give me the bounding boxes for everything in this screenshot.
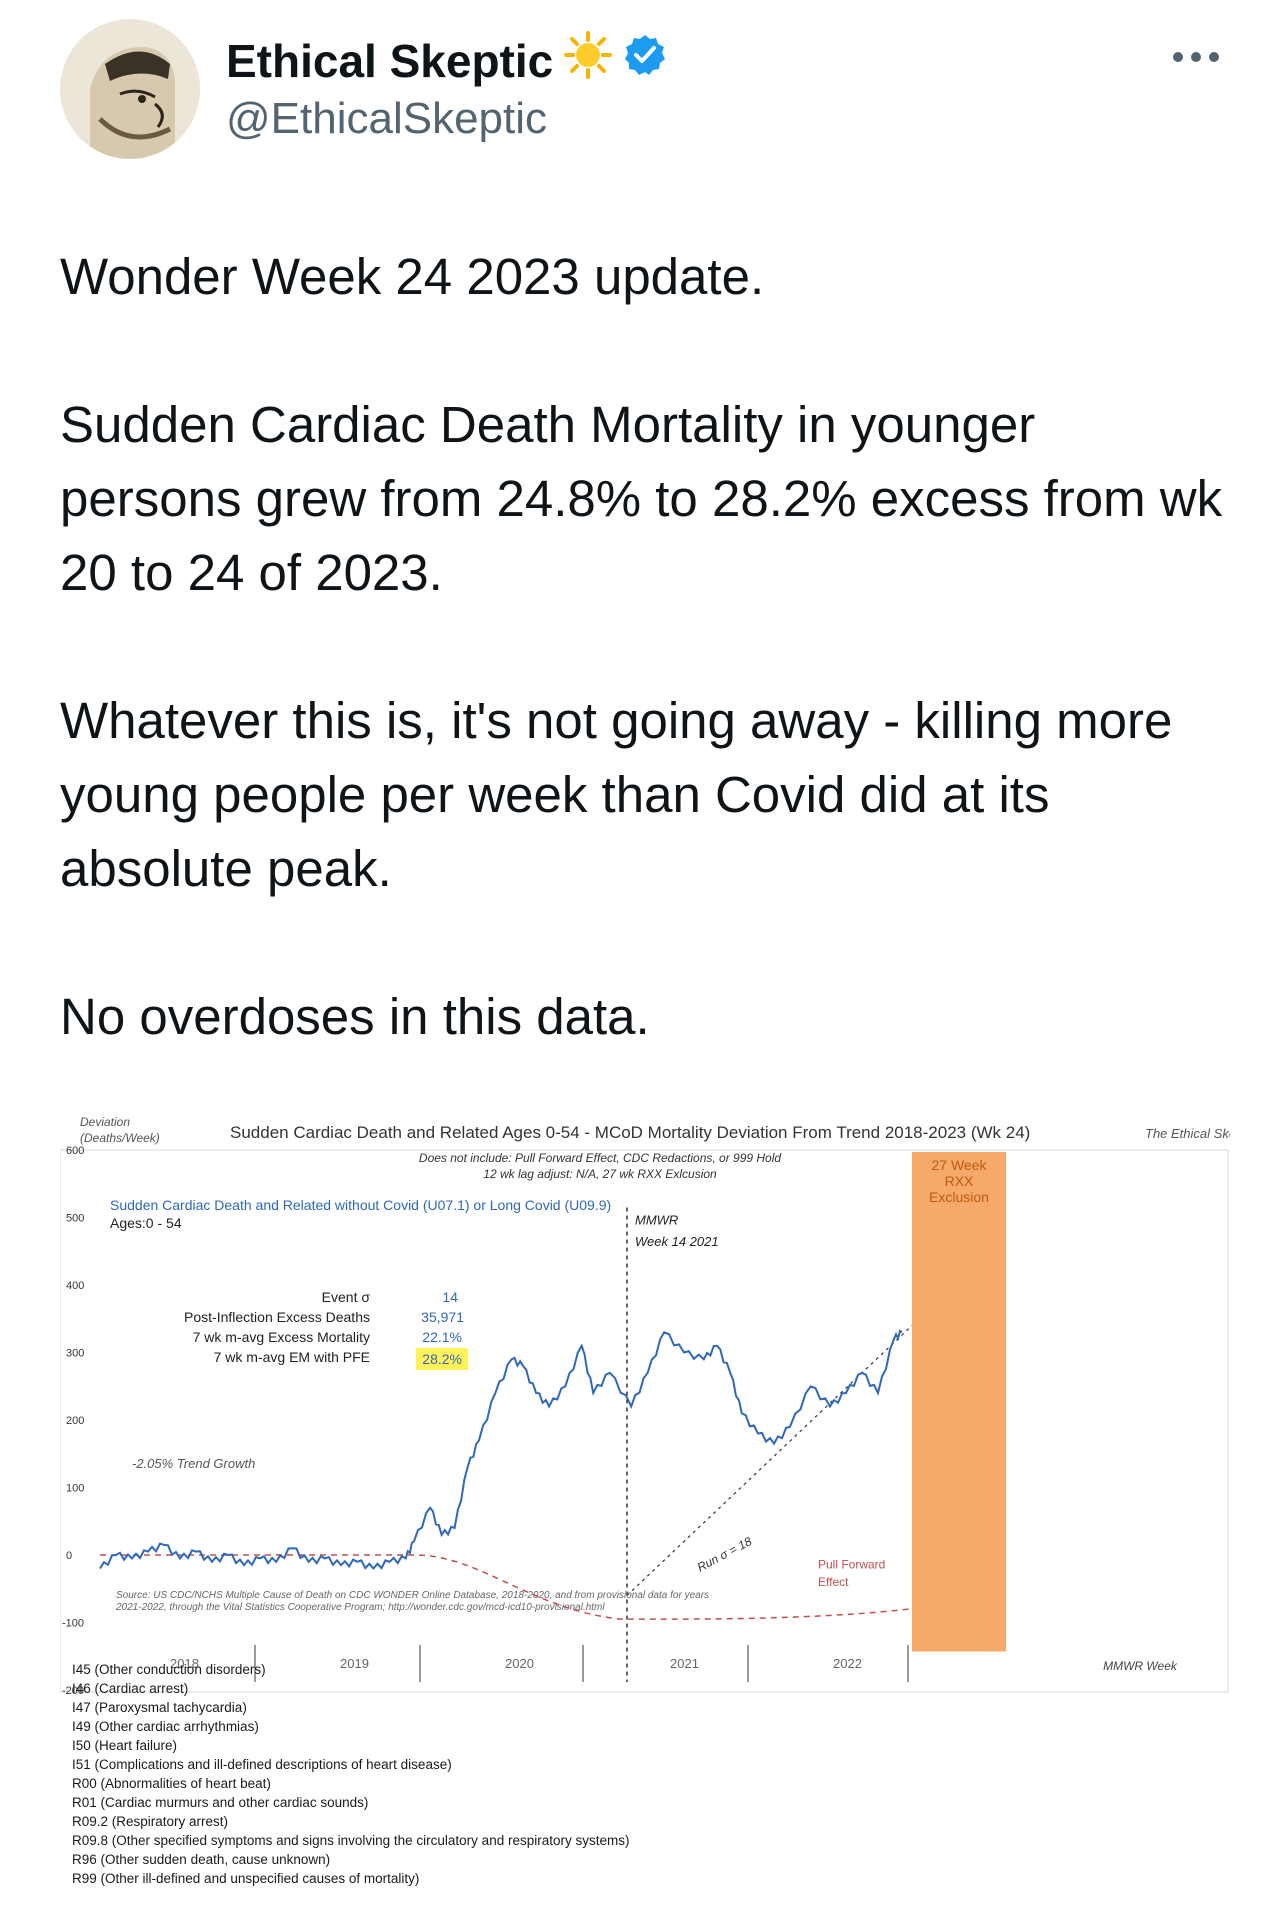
pull-forward-label-2: Effect	[818, 1575, 849, 1589]
stat-value: 14	[442, 1289, 458, 1305]
stat-value: 35,971	[421, 1309, 464, 1325]
tweet-paragraph: Whatever this is, it's not going away - …	[60, 692, 1173, 897]
y-tick-label: 500	[66, 1213, 84, 1225]
tweet-paragraph: Wonder Week 24 2023 update.	[60, 248, 765, 305]
stat-highlight	[416, 1348, 468, 1370]
icd-code-item: R09.8 (Other specified symptoms and sign…	[72, 1833, 630, 1848]
trend-growth-label: -2.05% Trend Growth	[132, 1456, 255, 1471]
exclusion-label-3: Exclusion	[929, 1189, 989, 1205]
y-axis-label-2: (Deaths/Week)	[80, 1131, 160, 1145]
icd-code-item: I49 (Other cardiac arrhythmias)	[72, 1719, 259, 1734]
icd-code-item: R09.2 (Respiratory arrest)	[72, 1814, 229, 1829]
exclusion-label-1: 27 Week	[932, 1157, 988, 1173]
display-name[interactable]: Ethical Skeptic	[226, 34, 554, 87]
stat-label: Event σ	[322, 1289, 371, 1305]
icd-code-item: R00 (Abnormalities of heart beat)	[72, 1776, 271, 1791]
tweet-text: Wonder Week 24 2023 update. Sudden Cardi…	[60, 240, 1230, 1128]
icd-code-list: I45 (Other conduction disorders) I46 (Ca…	[72, 1660, 629, 1888]
y-tick-label: 400	[66, 1280, 84, 1292]
chart-image[interactable]: Deviation (Deaths/Week) Sudden Cardiac D…	[59, 1110, 1257, 1900]
avatar[interactable]	[60, 19, 200, 159]
avatar-image	[60, 19, 200, 159]
stat-label: 7 wk m-avg EM with PFE	[214, 1349, 370, 1365]
series-label: Sudden Cardiac Death and Related without…	[110, 1197, 611, 1213]
stat-value: 28.2%	[422, 1351, 462, 1367]
brand-logo-text: The Ethical Skeptic	[1145, 1126, 1230, 1141]
icd-code-item: I45 (Other conduction disorders)	[72, 1662, 266, 1677]
tweet-paragraph: Sudden Cardiac Death Mortality in younge…	[60, 396, 1223, 601]
user-handle[interactable]: @EthicalSkeptic	[226, 94, 548, 143]
ages-label: Ages:0 - 54	[110, 1215, 182, 1231]
tweet-paragraph: No overdoses in this data.	[60, 988, 650, 1045]
sun-emoji-icon	[563, 30, 613, 91]
icd-code-item: R01 (Cardiac murmurs and other cardiac s…	[72, 1795, 369, 1810]
run-sigma-line	[626, 1325, 913, 1596]
x-year-label: 2021	[670, 1656, 699, 1671]
y-tick-label: -100	[62, 1618, 84, 1630]
mmwr-marker-label-1: MMWR	[635, 1212, 678, 1227]
x-year-label: 2020	[505, 1656, 534, 1671]
icd-code-item: R99 (Other ill-defined and unspecified c…	[72, 1871, 420, 1886]
stat-label: 7 wk m-avg Excess Mortality	[193, 1329, 370, 1345]
icd-code-item: R96 (Other sudden death, cause unknown)	[72, 1852, 331, 1867]
series-line	[99, 1329, 903, 1571]
icd-code-item: I46 (Cardiac arrest)	[72, 1681, 189, 1696]
x-axis-label: MMWR Week	[1103, 1659, 1178, 1673]
y-tick-label: -200	[62, 1685, 84, 1697]
pull-forward-label-1: Pull Forward	[818, 1558, 885, 1572]
icd-code-item: I47 (Paroxysmal tachycardia)	[72, 1700, 247, 1715]
exclusion-label-2: RXX	[945, 1173, 974, 1189]
verified-badge-icon[interactable]	[623, 33, 667, 88]
mmwr-marker-label-2: Week 14 2021	[635, 1234, 719, 1249]
display-name-row[interactable]: Ethical Skeptic	[226, 30, 667, 91]
x-year-label: 2019	[340, 1656, 369, 1671]
icd-code-item: I50 (Heart failure)	[72, 1738, 178, 1753]
source-note-1: Source: US CDC/NCHS Multiple Cause of De…	[116, 1590, 709, 1601]
source-note-2: 2021-2022, through the Vital Statistics …	[115, 1602, 605, 1613]
y-tick-label: 200	[66, 1415, 84, 1427]
y-tick-label: 600	[66, 1145, 84, 1157]
chart-subtitle-1: Does not include: Pull Forward Effect, C…	[419, 1151, 781, 1165]
icd-code-item: I51 (Complications and ill-defined descr…	[72, 1757, 452, 1772]
y-axis-label-1: Deviation	[80, 1115, 130, 1129]
exclusion-region	[912, 1152, 1006, 1652]
chart-svg: Deviation (Deaths/Week) Sudden Cardiac D…	[59, 1110, 1257, 1900]
pull-forward-trend-line	[100, 1554, 911, 1620]
chart-subtitle-2: 12 wk lag adjust: N/A, 27 wk RXX Exlcusi…	[483, 1167, 717, 1181]
y-tick-label: 100	[66, 1483, 84, 1495]
x-year-label: 2022	[833, 1656, 862, 1671]
more-options-icon[interactable]	[1168, 42, 1224, 72]
y-tick-label: 300	[66, 1348, 84, 1360]
chart-title: Sudden Cardiac Death and Related Ages 0-…	[230, 1123, 1030, 1142]
y-tick-label: 0	[66, 1550, 72, 1562]
stat-label: Post-Inflection Excess Deaths	[184, 1309, 370, 1325]
stat-value: 22.1%	[422, 1329, 462, 1345]
x-year-label: 2018	[170, 1656, 199, 1671]
